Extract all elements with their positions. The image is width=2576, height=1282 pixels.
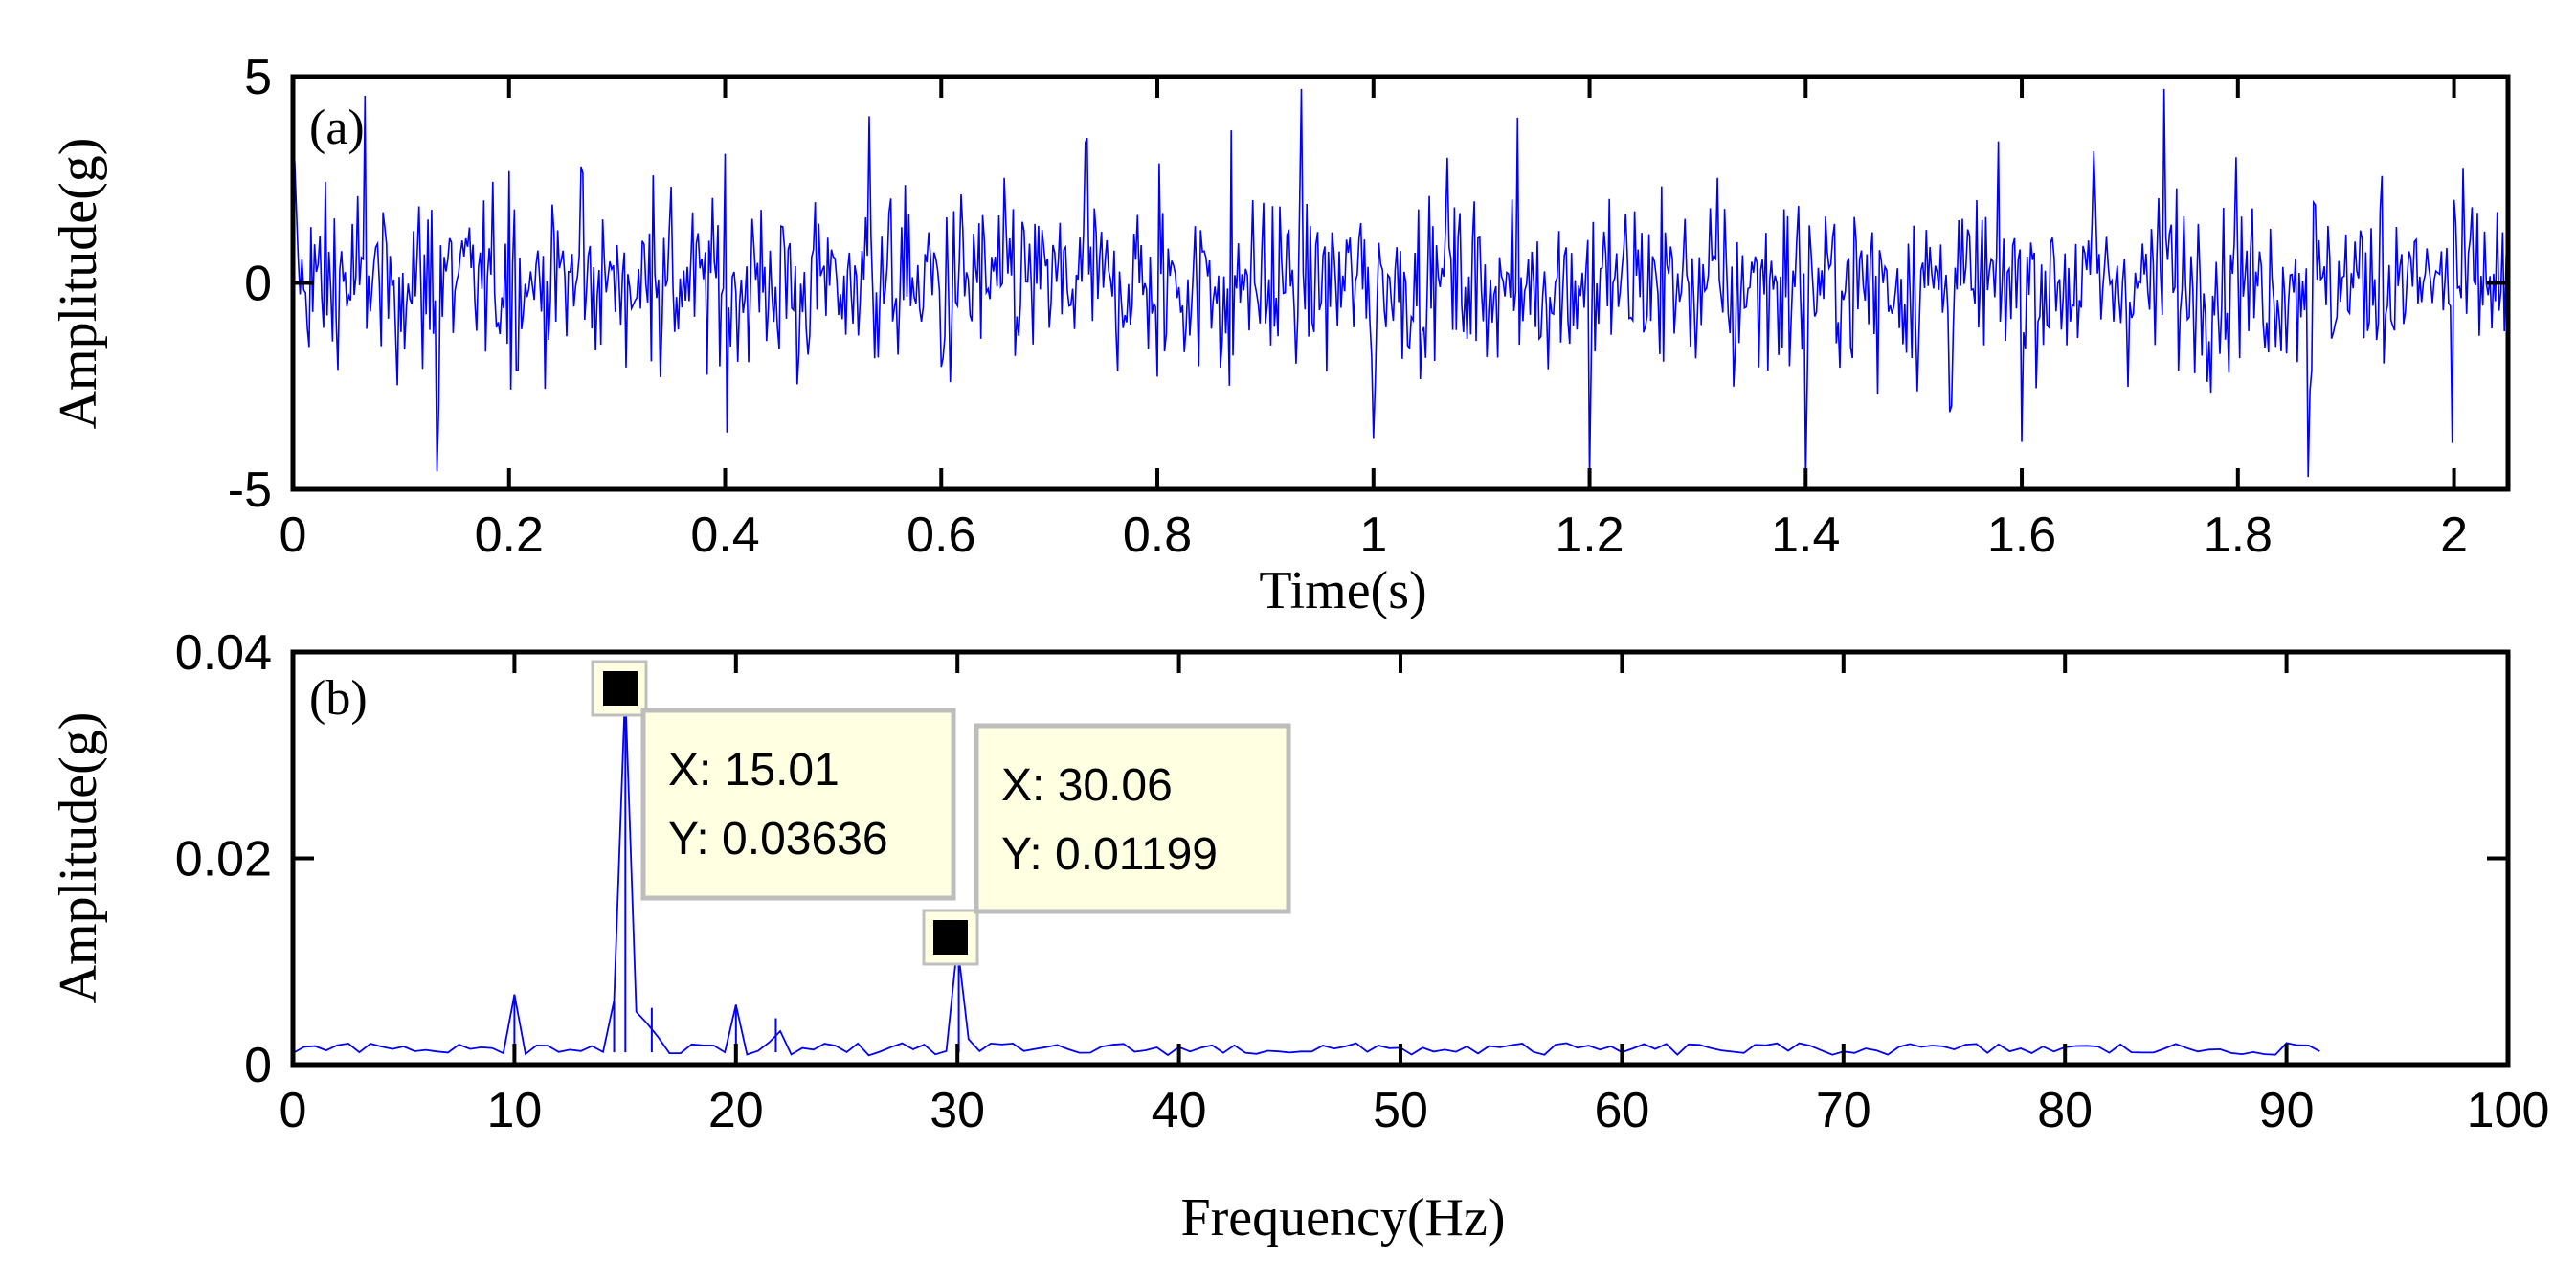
x-tick-label: 80 [2037,1083,2093,1138]
axis-ticks-b: 0 10 20 30 40 50 60 70 80 90 100 0 0.02 0.04 [175,625,2550,1138]
datatip-30hz-x: X: 30.06 [1001,760,1173,811]
x-axis-label-b: Frequency(Hz) [1181,1188,1506,1248]
datatip-15hz-box [640,708,956,901]
datatip-30hz-box [974,723,1291,914]
time-signal-series [292,88,2509,478]
x-tick-label: 1.4 [1771,507,1840,563]
axis-ticks-a: 0 0.2 0.4 0.6 0.8 1 1.2 1.4 1.6 1.8 2-505 [228,50,2508,563]
y-tick-label: 0.04 [175,625,272,681]
y-tick-label: 0 [244,1038,272,1093]
x-tick-label: 10 [486,1083,542,1138]
x-tick-label: 70 [1816,1083,1871,1138]
x-tick-label: 1 [1359,507,1387,563]
x-tick-label: 30 [930,1083,985,1138]
panel-label-a: (a) [309,101,365,155]
datatip-30hz[interactable]: X: 30.06 Y: 0.01199 [922,723,1291,966]
x-tick-label: 40 [1152,1083,1207,1138]
time-signal-line [292,88,2509,478]
x-axis-label-a: Time(s) [1259,561,1426,620]
y-axis-label-b: Amplitude(g) [49,712,108,1004]
datatip-30hz-marker [933,920,968,955]
x-tick-label: 20 [708,1083,764,1138]
datatip-15hz-y: Y: 0.03636 [668,814,888,865]
x-tick-label: 2 [2440,507,2468,563]
x-tick-label: 100 [2467,1083,2550,1138]
datatip-30hz-y: Y: 0.01199 [1001,829,1218,880]
datatip-15hz-marker [603,671,638,706]
x-tick-label: 1.6 [1987,507,2056,563]
time-domain-chart: 0 0.2 0.4 0.6 0.8 1 1.2 1.4 1.6 1.8 2-505 (a) Time… [49,50,2511,620]
x-tick-label: 0.6 [907,507,975,563]
panel-label-b: (b) [309,671,368,726]
x-tick-label: 90 [2259,1083,2315,1138]
y-tick-label: -5 [228,462,272,518]
x-tick-label: 60 [1594,1083,1649,1138]
x-tick-label: 1.2 [1555,507,1624,563]
x-tick-label: 50 [1373,1083,1428,1138]
y-tick-label: 0.02 [175,832,272,888]
datatip-15hz-x: X: 15.01 [668,745,840,796]
spectrum-chart: 0 10 20 30 40 50 60 70 80 90 100 0 0.02 0.04 (b) Freq… [49,625,2549,1248]
spectrum-line [292,689,2320,1057]
x-tick-label: 0 [280,507,307,563]
x-tick-label: 0.2 [475,507,544,563]
x-tick-label: 0.8 [1123,507,1192,563]
datatip-15hz[interactable]: X: 15.01 Y: 0.03636 [591,660,956,901]
y-axis-label-a: Amplitude(g) [49,138,108,430]
datatip-30hz-marker-halo [922,909,979,966]
y-tick-label: 5 [244,50,272,105]
x-tick-label: 1.8 [2204,507,2273,563]
x-tick-label: 0.4 [690,507,759,563]
y-tick-label: 0 [244,257,272,312]
x-tick-label: 0 [280,1083,307,1138]
